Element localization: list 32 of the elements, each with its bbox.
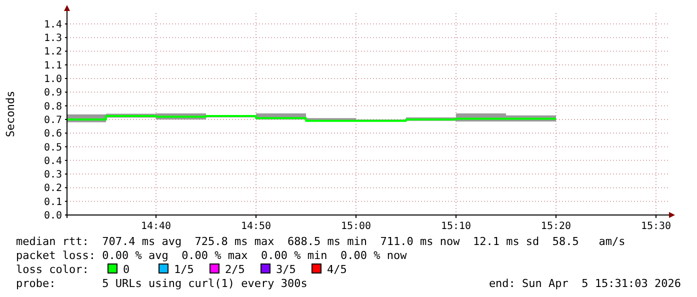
y-tick-label: 0.6 <box>44 128 62 140</box>
text: 4/5 <box>327 263 347 276</box>
text: 1/5 <box>174 263 194 276</box>
y-tick-label: 0.1 <box>44 196 62 208</box>
text: probe: 5 URLs using curl(1) every 300s <box>16 277 308 290</box>
x-tick-label: 15:20 <box>540 221 572 232</box>
x-tick-label: 15:00 <box>340 221 372 232</box>
y-tick-label: 1.2 <box>44 46 62 58</box>
text: 0 <box>123 263 130 276</box>
text: packet loss: 0.00 % avg 0.00 % max 0.00 % min 0.00 % now <box>16 249 408 262</box>
x-tick-label: 15:30 <box>640 221 672 232</box>
y-tick-label: 0.2 <box>44 183 62 194</box>
x-tick-label: 14:40 <box>140 221 172 232</box>
y-tick-label: 0.8 <box>44 101 62 112</box>
y-tick-label: 0.3 <box>44 170 62 181</box>
y-tick-label: 1.3 <box>44 33 62 44</box>
y-tick-label: 0.7 <box>44 114 62 126</box>
text: end: Sun Apr 5 15:31:03 2026 <box>488 277 681 290</box>
text: median rtt: 707.4 ms avg 725.8 ms max 688.5 ms min 711.0 ms now 12.1 ms sd 58.5 am/s <box>16 235 626 248</box>
y-tick-label: 0.4 <box>44 156 62 167</box>
x-tick-label: 14:50 <box>240 221 272 232</box>
y-tick-label: 0.9 <box>44 88 62 99</box>
y-tick-label: 1.1 <box>44 60 62 72</box>
y-tick-label: 0.0 <box>44 210 62 222</box>
y-tick-label: 0.5 <box>44 142 62 154</box>
text: 2/5 <box>225 263 245 276</box>
y-tick-label: 1.4 <box>44 19 62 30</box>
y-tick-label: 1.0 <box>44 74 62 86</box>
text: 3/5 <box>276 263 296 276</box>
text: loss color: <box>16 263 89 276</box>
x-tick-label: 15:10 <box>440 221 472 232</box>
y-axis-title: Seconds <box>4 90 17 138</box>
